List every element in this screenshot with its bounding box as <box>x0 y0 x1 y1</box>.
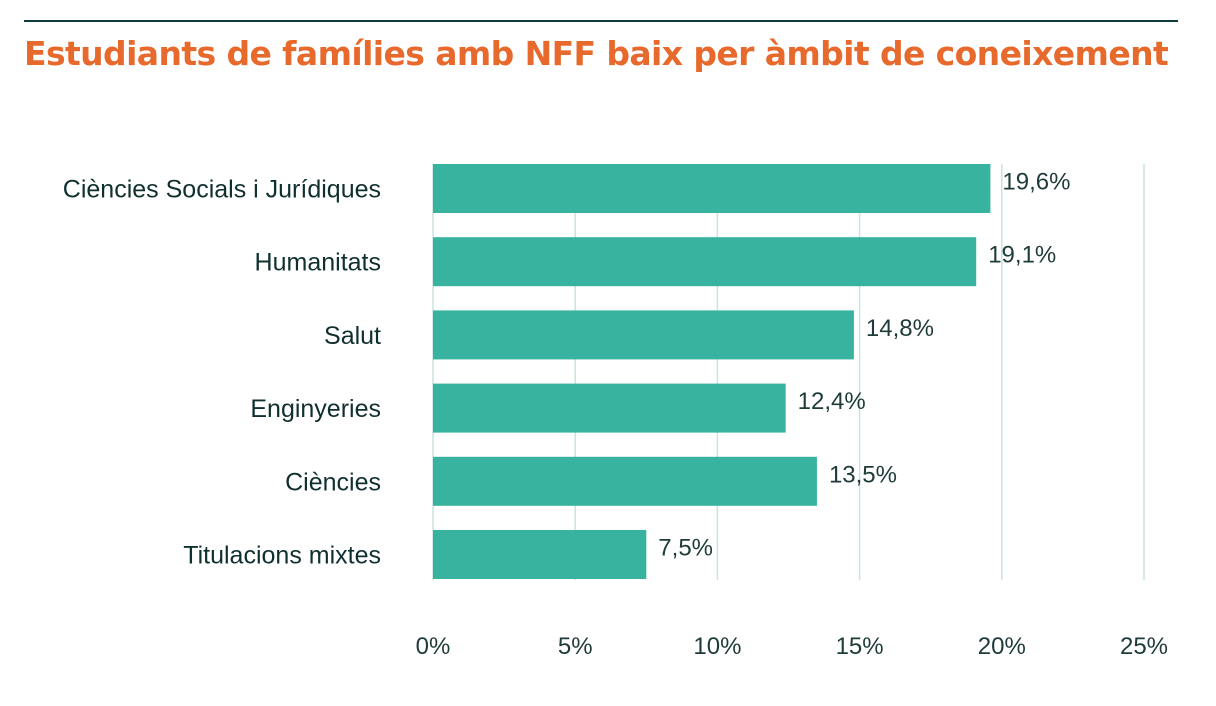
category-label: Titulacions mixtes <box>183 542 381 570</box>
value-label: 13,5% <box>829 461 897 488</box>
category-label: Ciències <box>285 468 381 496</box>
category-label: Enginyeries <box>250 395 381 423</box>
bar <box>433 383 786 433</box>
bar <box>433 456 817 506</box>
value-label: 19,6% <box>1002 169 1070 196</box>
bar <box>433 237 977 287</box>
value-labels: 19,6% 19,1% 14,8% 12,4% 13,5% 7,5% <box>658 169 1070 562</box>
value-label: 7,5% <box>658 535 713 562</box>
x-tick-label: 20% <box>978 633 1026 660</box>
category-labels: Ciències Socials i Jurídiques Humanitats S… <box>63 176 381 570</box>
top-rule <box>24 20 1178 22</box>
category-label: Ciències Socials i Jurídiques <box>63 176 381 204</box>
bar <box>433 530 647 579</box>
category-label: Humanitats <box>255 249 381 277</box>
value-label: 19,1% <box>988 242 1056 269</box>
grid-lines <box>432 164 1145 580</box>
category-label: Salut <box>324 322 381 350</box>
x-tick-label: 15% <box>836 633 884 660</box>
x-tick-label: 25% <box>1120 633 1168 660</box>
chart-title: Estudiants de famílies amb NFF baix per … <box>24 34 1169 73</box>
bar <box>433 164 991 213</box>
x-tick-label: 0% <box>416 633 451 660</box>
bar <box>433 310 854 360</box>
x-axis-ticks: 0% 5% 10% 15% 20% 25% <box>416 633 1168 660</box>
x-tick-label: 10% <box>693 633 741 660</box>
value-label: 12,4% <box>798 388 866 415</box>
bars <box>433 164 991 579</box>
value-label: 14,8% <box>866 315 934 342</box>
x-tick-label: 5% <box>558 633 593 660</box>
